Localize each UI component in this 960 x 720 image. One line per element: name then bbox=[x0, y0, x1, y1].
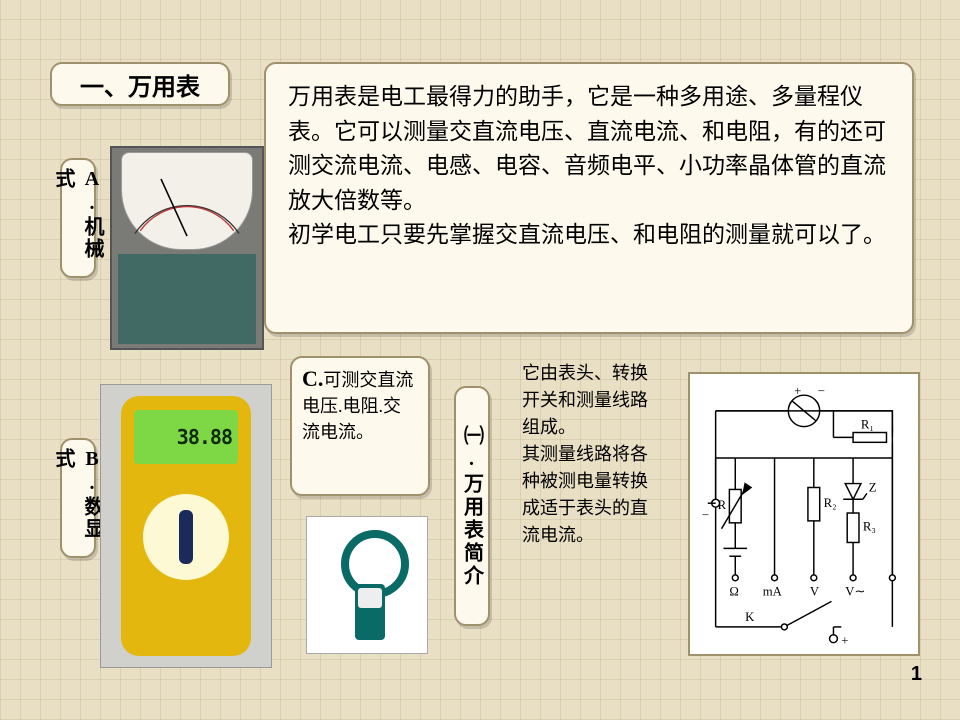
svg-text:K: K bbox=[745, 610, 755, 624]
svg-text:V: V bbox=[810, 584, 820, 598]
analog-multimeter-image bbox=[110, 146, 264, 350]
intro-label: ㈠.万用表简介 bbox=[454, 386, 490, 626]
description-box: 万用表是电工最得力的助手，它是一种多用途、多量程仪表。它可以测量交直流电压、直流… bbox=[264, 62, 914, 334]
label-a-analog: A.机械式 bbox=[60, 158, 96, 278]
svg-text:−: − bbox=[818, 384, 825, 398]
svg-text:R₂: R₂ bbox=[824, 496, 837, 510]
description-text: 万用表是电工最得力的助手，它是一种多用途、多量程仪表。它可以测量交直流电压、直流… bbox=[288, 84, 886, 247]
section-title: 一、万用表 bbox=[50, 62, 230, 106]
svg-text:+: + bbox=[841, 634, 848, 648]
label-b-digital: B.数显式 bbox=[60, 438, 96, 558]
c-heading: C. bbox=[302, 366, 323, 391]
circuit-diagram: + − R₁ R bbox=[688, 372, 920, 656]
svg-text:V∼: V∼ bbox=[845, 584, 865, 598]
clamp-meter-image bbox=[306, 516, 428, 654]
digital-multimeter-image: 38.88 bbox=[100, 384, 272, 668]
svg-text:R₁: R₁ bbox=[861, 418, 874, 432]
svg-text:+: + bbox=[794, 384, 801, 398]
svg-text:R₃: R₃ bbox=[863, 520, 876, 534]
svg-text:Z: Z bbox=[869, 480, 877, 494]
svg-text:mA: mA bbox=[763, 584, 783, 598]
box-c: C.可测交直流电压.电阻.交流电流。 bbox=[290, 356, 430, 496]
svg-text:−: − bbox=[702, 508, 709, 522]
svg-text:Ω: Ω bbox=[729, 584, 738, 598]
page-number: 1 bbox=[911, 663, 922, 686]
intro-text: 它由表头、转换开关和测量线路组成。 其测量线路将各种被测电量转换成适于表头的直流… bbox=[518, 356, 666, 553]
digital-reading: 38.88 bbox=[134, 410, 238, 464]
